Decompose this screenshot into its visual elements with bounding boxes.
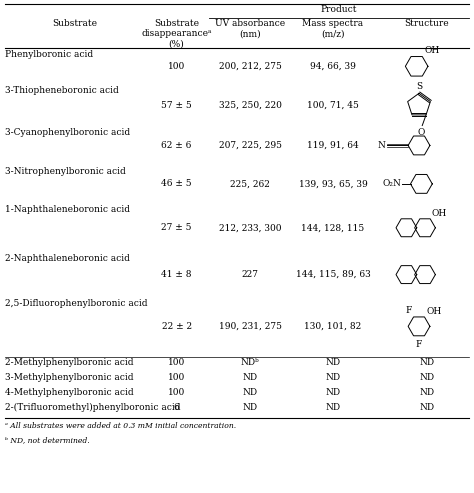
Text: F: F xyxy=(406,306,412,315)
Text: 57 ± 5: 57 ± 5 xyxy=(161,101,192,110)
Text: 2-Naphthaleneboronic acid: 2-Naphthaleneboronic acid xyxy=(5,254,129,263)
Text: ND: ND xyxy=(419,373,434,382)
Text: 100: 100 xyxy=(168,62,185,71)
Text: 4-Methylphenylboronic acid: 4-Methylphenylboronic acid xyxy=(5,388,133,397)
Text: 225, 262: 225, 262 xyxy=(230,179,270,188)
Text: OH: OH xyxy=(432,209,447,218)
Text: Product: Product xyxy=(320,5,357,14)
Text: F: F xyxy=(416,340,422,349)
Text: ND: ND xyxy=(243,373,257,382)
Text: Structure: Structure xyxy=(404,19,449,28)
Text: UV absorbance
(nm): UV absorbance (nm) xyxy=(215,19,285,38)
Text: 2-Methylphenylboronic acid: 2-Methylphenylboronic acid xyxy=(5,358,133,367)
Text: 62 ± 6: 62 ± 6 xyxy=(161,141,192,150)
Text: 2-(Trifluoromethyl)phenylboronic acid: 2-(Trifluoromethyl)phenylboronic acid xyxy=(5,403,180,412)
Text: 22 ± 2: 22 ± 2 xyxy=(162,322,191,331)
Text: O₂N: O₂N xyxy=(382,179,401,188)
Text: 3-Methylphenylboronic acid: 3-Methylphenylboronic acid xyxy=(5,373,133,382)
Text: ND: ND xyxy=(326,388,340,397)
Text: Mass spectra
(m/z): Mass spectra (m/z) xyxy=(302,19,364,38)
Text: O: O xyxy=(417,128,425,137)
Text: 100: 100 xyxy=(168,373,185,382)
Text: 130, 101, 82: 130, 101, 82 xyxy=(304,322,362,331)
Text: 6: 6 xyxy=(173,403,180,412)
Text: 119, 91, 64: 119, 91, 64 xyxy=(307,141,359,150)
Text: Substrate
disappearanceᵃ
(%): Substrate disappearanceᵃ (%) xyxy=(141,19,212,48)
Text: ND: ND xyxy=(419,388,434,397)
Text: 200, 212, 275: 200, 212, 275 xyxy=(219,62,282,71)
Text: 190, 231, 275: 190, 231, 275 xyxy=(219,322,282,331)
Text: ND: ND xyxy=(243,388,257,397)
Text: N: N xyxy=(378,141,386,150)
Text: ND: ND xyxy=(419,358,434,367)
Text: OH: OH xyxy=(427,307,442,316)
Text: Substrate: Substrate xyxy=(52,19,97,28)
Text: OH: OH xyxy=(425,46,440,55)
Text: 3-Cyanophenylboronic acid: 3-Cyanophenylboronic acid xyxy=(5,128,130,137)
Text: 100, 71, 45: 100, 71, 45 xyxy=(307,101,359,110)
Text: 325, 250, 220: 325, 250, 220 xyxy=(219,101,282,110)
Text: ND: ND xyxy=(243,403,257,412)
Text: 41 ± 8: 41 ± 8 xyxy=(161,270,192,279)
Text: 46 ± 5: 46 ± 5 xyxy=(161,179,192,188)
Text: 144, 128, 115: 144, 128, 115 xyxy=(301,223,365,232)
Text: 3-Nitrophenylboronic acid: 3-Nitrophenylboronic acid xyxy=(5,167,126,176)
Text: 100: 100 xyxy=(168,358,185,367)
Text: S: S xyxy=(416,82,422,91)
Text: ND: ND xyxy=(326,403,340,412)
Text: 1-Naphthaleneboronic acid: 1-Naphthaleneboronic acid xyxy=(5,205,130,214)
Text: 144, 115, 89, 63: 144, 115, 89, 63 xyxy=(296,270,370,279)
Text: 227: 227 xyxy=(242,270,258,279)
Text: 2,5-Difluorophenylboronic acid: 2,5-Difluorophenylboronic acid xyxy=(5,299,147,308)
Text: 207, 225, 295: 207, 225, 295 xyxy=(219,141,282,150)
Text: ᵇ ND, not determined.: ᵇ ND, not determined. xyxy=(5,436,90,444)
Text: ND: ND xyxy=(419,403,434,412)
Text: NDᵇ: NDᵇ xyxy=(241,358,259,367)
Text: Phenylboronic acid: Phenylboronic acid xyxy=(5,50,93,59)
Text: ND: ND xyxy=(326,358,340,367)
Text: 3-Thiopheneboronic acid: 3-Thiopheneboronic acid xyxy=(5,86,118,95)
Text: ᵃ All substrates were added at 0.3 mM initial concentration.: ᵃ All substrates were added at 0.3 mM in… xyxy=(5,422,236,429)
Text: 27 ± 5: 27 ± 5 xyxy=(161,223,192,232)
Text: 139, 93, 65, 39: 139, 93, 65, 39 xyxy=(299,179,367,188)
Text: 212, 233, 300: 212, 233, 300 xyxy=(219,223,281,232)
Text: 100: 100 xyxy=(168,388,185,397)
Text: 94, 66, 39: 94, 66, 39 xyxy=(310,62,356,71)
Text: ND: ND xyxy=(326,373,340,382)
